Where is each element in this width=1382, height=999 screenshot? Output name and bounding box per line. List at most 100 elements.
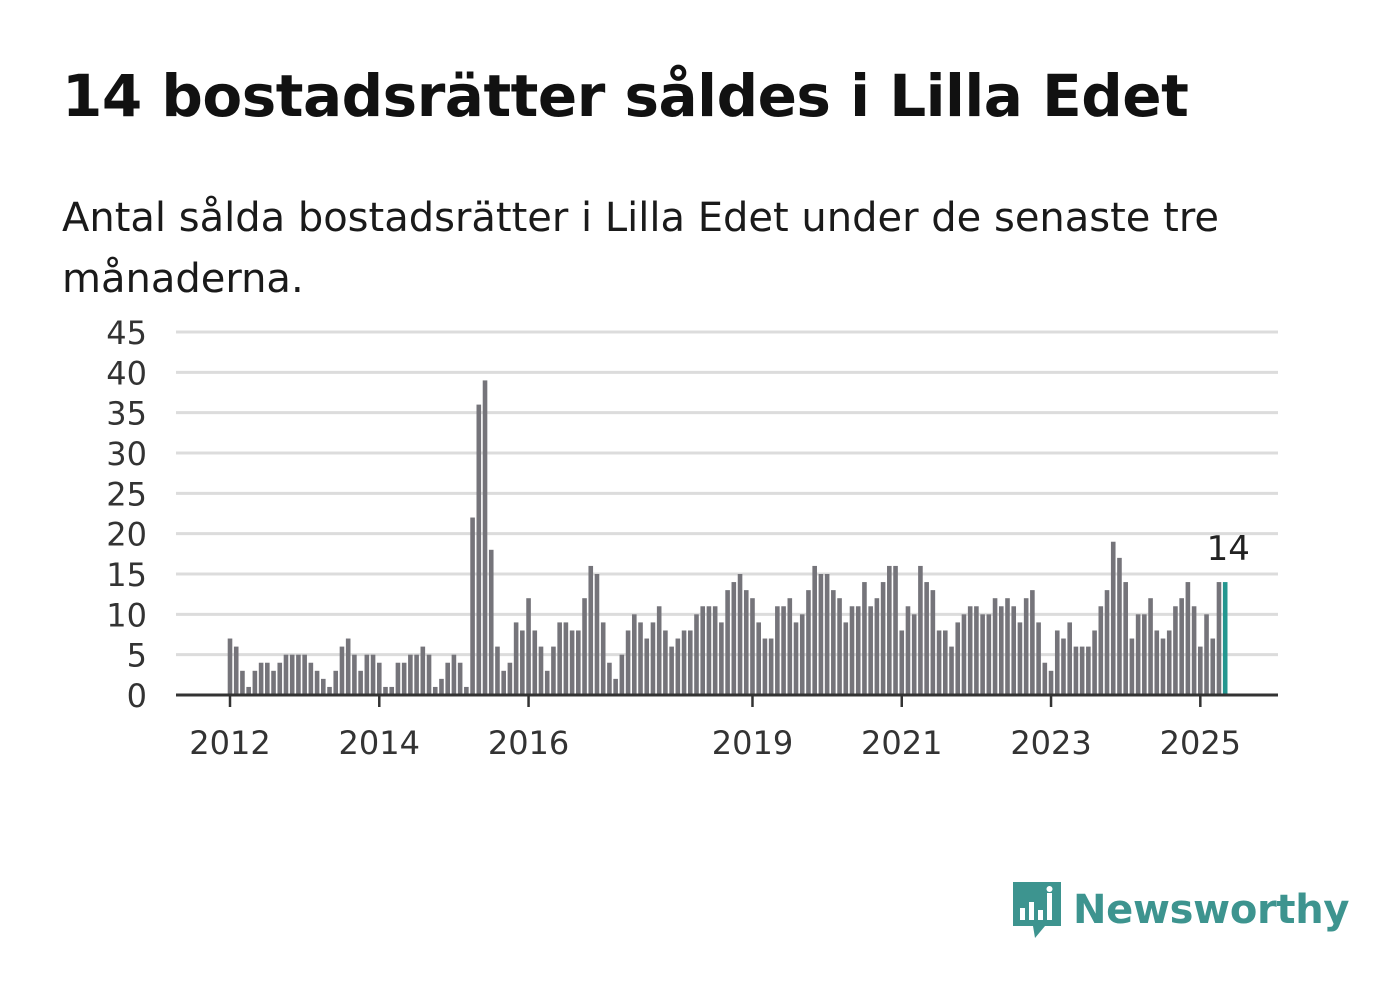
bar bbox=[1110, 541, 1116, 695]
bar bbox=[855, 606, 861, 695]
bar bbox=[663, 630, 668, 695]
y-tick-label: 15 bbox=[106, 556, 147, 594]
bar bbox=[818, 574, 824, 695]
bar bbox=[389, 686, 395, 695]
bar bbox=[781, 606, 786, 695]
bar bbox=[1191, 606, 1197, 695]
bar bbox=[607, 662, 612, 695]
bar bbox=[868, 606, 873, 695]
bar bbox=[1173, 606, 1178, 695]
bar bbox=[1135, 614, 1141, 695]
bar bbox=[569, 630, 575, 695]
bar bbox=[831, 590, 836, 695]
bar bbox=[974, 606, 979, 695]
bar bbox=[563, 622, 569, 695]
bar bbox=[992, 598, 998, 695]
bar bbox=[924, 582, 929, 695]
x-tick-label: 2023 bbox=[1010, 724, 1091, 762]
y-tick-label: 35 bbox=[106, 395, 147, 433]
bar bbox=[656, 606, 662, 695]
bar bbox=[482, 380, 488, 695]
bar bbox=[501, 670, 506, 695]
bar bbox=[955, 622, 961, 695]
y-tick-label: 20 bbox=[106, 516, 147, 554]
y-tick-label: 5 bbox=[127, 637, 147, 675]
bar bbox=[488, 549, 494, 695]
bar bbox=[277, 662, 283, 695]
bar bbox=[681, 630, 687, 695]
bar bbox=[943, 630, 948, 695]
bar bbox=[986, 614, 992, 695]
newsworthy-logo-icon bbox=[1013, 882, 1061, 938]
bar bbox=[1054, 630, 1060, 695]
bar bbox=[1092, 630, 1097, 695]
x-tick-label: 2012 bbox=[189, 724, 270, 762]
x-tick-label: 2019 bbox=[712, 724, 793, 762]
bar bbox=[862, 582, 867, 695]
bar bbox=[706, 606, 712, 695]
data-labels: 14 bbox=[1207, 529, 1250, 569]
x-tick-label: 2016 bbox=[488, 724, 569, 762]
bars bbox=[227, 380, 1228, 695]
bar bbox=[520, 630, 525, 695]
bar bbox=[513, 622, 519, 695]
bar bbox=[1160, 638, 1166, 695]
bar bbox=[687, 630, 693, 695]
bar bbox=[980, 614, 985, 695]
bar bbox=[296, 654, 301, 695]
bar bbox=[557, 622, 562, 695]
bar bbox=[246, 686, 251, 695]
bar bbox=[731, 582, 737, 695]
bar bbox=[669, 646, 674, 695]
y-tick-label: 30 bbox=[106, 435, 147, 473]
bar bbox=[1179, 598, 1184, 695]
bar bbox=[464, 686, 469, 695]
bar bbox=[905, 606, 911, 695]
bar bbox=[302, 654, 307, 695]
bar bbox=[308, 662, 314, 695]
bar bbox=[880, 582, 886, 695]
bar bbox=[544, 670, 550, 695]
bar bbox=[594, 574, 600, 695]
bar bbox=[526, 598, 531, 695]
bar bbox=[1210, 638, 1216, 695]
y-tick-label: 25 bbox=[106, 475, 147, 513]
bar bbox=[470, 517, 475, 695]
bar bbox=[1005, 598, 1010, 695]
bar bbox=[227, 638, 233, 695]
bar bbox=[843, 622, 849, 695]
bar bbox=[1098, 606, 1104, 695]
bar bbox=[806, 590, 811, 695]
bar bbox=[370, 654, 376, 695]
highlighted-bar bbox=[1222, 582, 1228, 695]
bar bbox=[1204, 614, 1209, 695]
bar bbox=[775, 606, 780, 695]
bar bbox=[1023, 598, 1029, 695]
bar bbox=[1142, 614, 1147, 695]
bar bbox=[538, 646, 544, 695]
chart-subtitle: Antal sålda bostadsrätter i Lilla Edet u… bbox=[62, 195, 1219, 302]
x-tick-label: 2021 bbox=[861, 724, 942, 762]
bar bbox=[600, 622, 606, 695]
bar bbox=[644, 638, 650, 695]
bar bbox=[725, 590, 730, 695]
bar bbox=[700, 606, 706, 695]
bar bbox=[887, 565, 892, 695]
bar bbox=[414, 654, 419, 695]
bar bbox=[1067, 622, 1072, 695]
bar bbox=[1042, 662, 1048, 695]
bar bbox=[998, 606, 1004, 695]
bar bbox=[445, 662, 450, 695]
bar bbox=[314, 670, 320, 695]
bar bbox=[762, 638, 768, 695]
bar bbox=[619, 654, 625, 695]
bar bbox=[1117, 557, 1122, 695]
bar bbox=[918, 565, 923, 695]
bar bbox=[930, 590, 936, 695]
bar bbox=[837, 598, 842, 695]
highlight-data-label: 14 bbox=[1207, 529, 1250, 569]
bar bbox=[333, 670, 339, 695]
bar bbox=[1086, 646, 1091, 695]
